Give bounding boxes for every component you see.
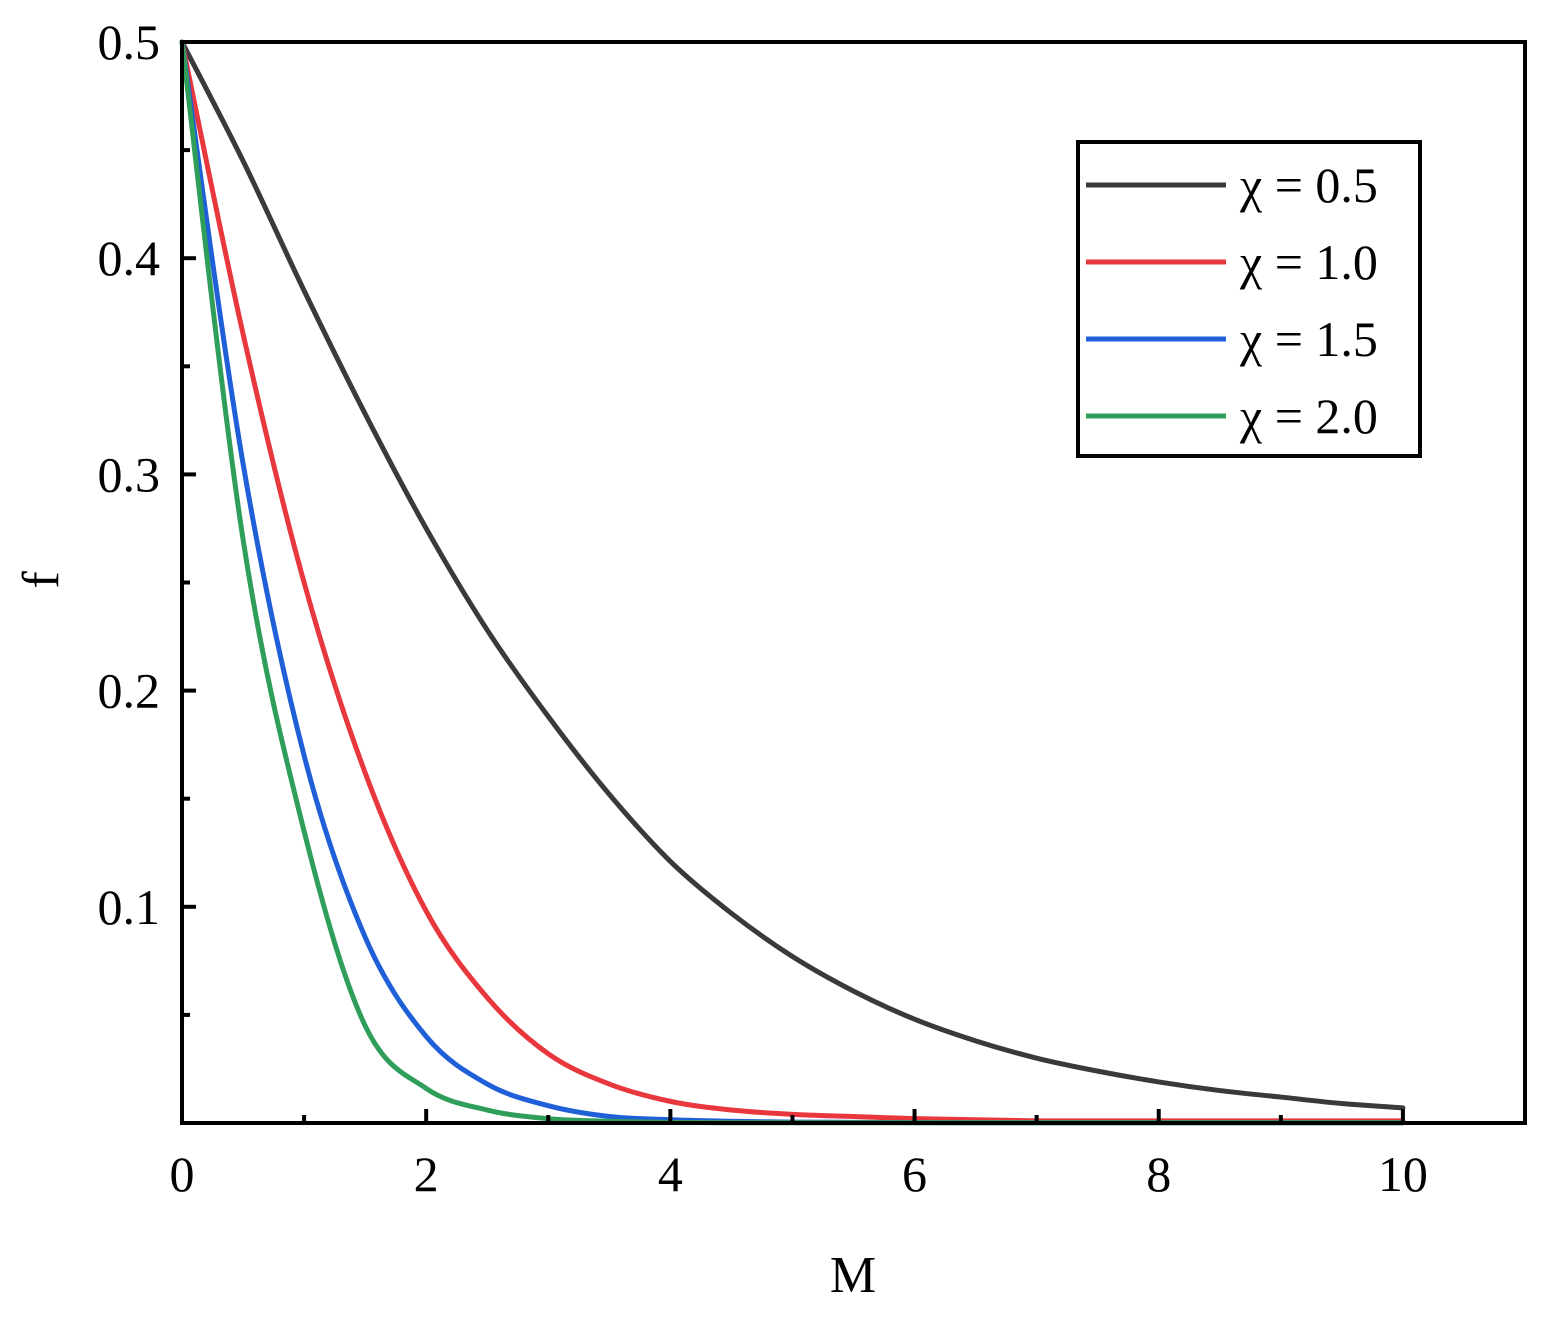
y-tick-label: 0.5 xyxy=(98,14,161,70)
legend-label-3: χ = 1.5 xyxy=(1239,311,1378,367)
x-tick-label: 8 xyxy=(1146,1146,1171,1202)
y-tick-label: 0.4 xyxy=(98,230,161,286)
x-tick-label: 4 xyxy=(658,1146,683,1202)
legend-label-1: χ = 0.5 xyxy=(1239,157,1378,213)
y-tick-label: 0.3 xyxy=(98,446,161,502)
y-tick-label: 0.2 xyxy=(98,663,161,719)
legend-entries: χ = 0.5 χ = 1.0 χ = 1.5 χ = 2.0 xyxy=(1086,157,1378,444)
legend-label-4: χ = 2.0 xyxy=(1239,388,1378,444)
y-tick-label: 0.1 xyxy=(98,879,161,935)
x-tick-label: 0 xyxy=(170,1146,195,1202)
tick-labels-layer: 0 2 4 6 8 10 0.1 0.2 0.3 0.4 0.5 xyxy=(98,14,1428,1202)
x-tick-label: 2 xyxy=(414,1146,439,1202)
legend-box xyxy=(1076,140,1422,458)
legend-label-2: χ = 1.0 xyxy=(1239,234,1378,290)
y-axis-title: f xyxy=(13,571,70,589)
x-axis-title: M xyxy=(830,1247,876,1304)
x-tick-label: 10 xyxy=(1378,1146,1428,1202)
series-line-1 xyxy=(179,39,1406,1111)
ticks-layer xyxy=(182,40,1405,1123)
x-tick-label: 6 xyxy=(902,1146,927,1202)
legend: χ = 0.5 χ = 1.0 χ = 1.5 χ = 2.0 xyxy=(1076,140,1422,458)
